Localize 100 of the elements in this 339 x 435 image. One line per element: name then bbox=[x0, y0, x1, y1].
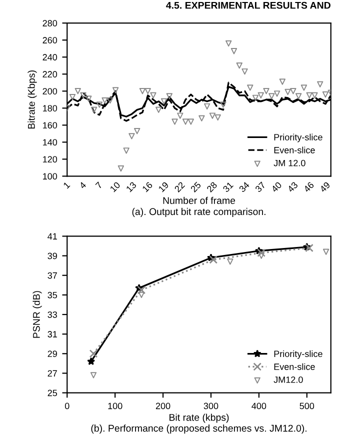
point bbox=[134, 128, 140, 134]
x-tick-label: 10 bbox=[110, 181, 121, 192]
x-tick-label: 31 bbox=[222, 182, 234, 193]
point bbox=[182, 118, 189, 125]
point bbox=[257, 248, 266, 258]
y-tick-label: 31 bbox=[48, 331, 57, 338]
point bbox=[295, 93, 302, 100]
y-axis-title: Bitrate (Kbps) bbox=[28, 70, 37, 129]
point bbox=[160, 98, 168, 104]
point bbox=[107, 97, 114, 104]
x-tick-label: 13 bbox=[126, 181, 137, 192]
x-tick-label: 25 bbox=[190, 181, 202, 193]
point bbox=[139, 88, 146, 94]
point bbox=[172, 118, 178, 125]
point bbox=[274, 90, 280, 97]
point bbox=[322, 91, 329, 98]
point bbox=[89, 349, 98, 358]
point bbox=[279, 78, 286, 85]
point bbox=[322, 248, 330, 255]
point bbox=[188, 118, 194, 125]
point bbox=[236, 62, 242, 69]
legend-label: JM 12.0 bbox=[274, 160, 306, 166]
text: 4.5. EXPERIMENTAL RESULTS AND bbox=[166, 2, 330, 9]
point bbox=[137, 286, 146, 294]
point bbox=[284, 88, 291, 96]
point bbox=[128, 133, 135, 140]
point bbox=[306, 92, 312, 98]
point bbox=[156, 106, 162, 113]
point bbox=[177, 112, 184, 119]
x-tick-label: 19 bbox=[158, 182, 169, 192]
x-tick-label: 46 bbox=[303, 181, 314, 193]
point bbox=[220, 102, 226, 108]
y-tick-label: 140 bbox=[43, 139, 58, 146]
point bbox=[247, 84, 254, 91]
x-tick-label: 22 bbox=[174, 182, 186, 192]
y-tick-label: 280 bbox=[42, 20, 58, 26]
point bbox=[118, 165, 124, 172]
point bbox=[166, 93, 172, 100]
point bbox=[252, 94, 259, 101]
point bbox=[112, 87, 119, 94]
point bbox=[290, 88, 296, 94]
point bbox=[209, 256, 218, 264]
point bbox=[268, 93, 275, 100]
point bbox=[204, 103, 210, 110]
x-tick-label: 400 bbox=[252, 402, 266, 410]
point bbox=[312, 92, 318, 98]
point bbox=[69, 94, 76, 100]
x-tick-label: 200 bbox=[156, 402, 170, 410]
x-tick-label: 34 bbox=[238, 181, 250, 193]
point bbox=[227, 258, 234, 265]
y-tick-label: 27 bbox=[48, 370, 57, 376]
x-tick-label: 0 bbox=[64, 402, 70, 410]
point bbox=[317, 81, 324, 88]
point bbox=[87, 357, 96, 365]
legend-label: JM12.0 bbox=[274, 376, 303, 383]
y-tick-label: 100 bbox=[43, 173, 58, 180]
point bbox=[96, 102, 102, 108]
x-tick-label: 7 bbox=[95, 182, 103, 189]
point bbox=[80, 92, 86, 98]
x-tick-label: 43 bbox=[286, 181, 298, 193]
y-tick-label: 29 bbox=[48, 350, 57, 358]
point bbox=[242, 68, 248, 75]
y-tick-label: 37 bbox=[48, 272, 57, 279]
x-tick-label: 1 bbox=[63, 182, 70, 189]
y-tick-label: 25 bbox=[48, 390, 58, 396]
y-tick-label: 33 bbox=[48, 311, 58, 318]
y-tick-label: 35 bbox=[48, 292, 58, 298]
x-tick-label: 37 bbox=[254, 182, 266, 193]
x-axis-title: Bit rate (kbps) bbox=[170, 414, 229, 423]
y-tick-label: 39 bbox=[48, 252, 57, 260]
x-tick-label: 300 bbox=[204, 402, 218, 410]
legend-label: Priority-slice bbox=[274, 134, 322, 142]
x-tick-label: 4 bbox=[78, 181, 87, 190]
point bbox=[258, 92, 264, 98]
y-tick-label: 180 bbox=[43, 105, 58, 112]
point bbox=[226, 40, 232, 47]
y-tick-label: 200 bbox=[42, 88, 58, 94]
x-tick-label: 28 bbox=[206, 181, 218, 193]
point bbox=[198, 115, 205, 122]
point bbox=[90, 372, 97, 378]
y-tick-label: 160 bbox=[43, 122, 58, 128]
point bbox=[258, 252, 264, 259]
x-axis-title: Number of frame bbox=[163, 196, 236, 204]
x-tick-label: 16 bbox=[142, 181, 153, 192]
point bbox=[144, 88, 151, 94]
point bbox=[209, 112, 216, 119]
y-tick-label: 260 bbox=[42, 37, 58, 44]
point bbox=[90, 106, 98, 113]
x-tick-label: 500 bbox=[300, 402, 314, 410]
legend-label: Even-slice bbox=[274, 146, 315, 154]
point bbox=[138, 292, 145, 298]
legend-label: Even-slice bbox=[274, 363, 315, 370]
y-tick-label: 41 bbox=[48, 233, 57, 240]
point bbox=[102, 97, 108, 104]
x-tick-label: 40 bbox=[270, 181, 282, 193]
point bbox=[263, 88, 270, 94]
point bbox=[150, 92, 156, 98]
text: (b). Performance (proposed schemes vs. JM12.0). bbox=[91, 424, 306, 434]
point bbox=[74, 88, 81, 94]
point bbox=[300, 84, 308, 91]
